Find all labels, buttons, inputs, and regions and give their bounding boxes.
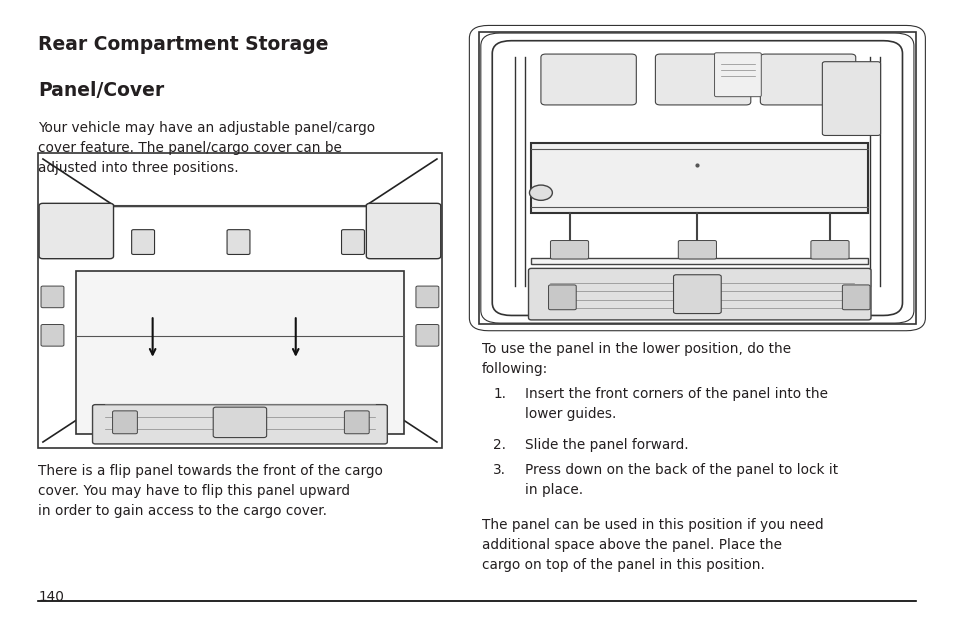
Text: Press down on the back of the panel to lock it
in place.: Press down on the back of the panel to l… <box>524 463 837 497</box>
Bar <box>478 32 915 324</box>
FancyBboxPatch shape <box>760 54 855 105</box>
FancyBboxPatch shape <box>132 230 154 254</box>
Bar <box>76 271 403 434</box>
FancyBboxPatch shape <box>548 285 576 310</box>
FancyBboxPatch shape <box>841 285 869 310</box>
Text: 2.: 2. <box>493 438 506 452</box>
Circle shape <box>529 185 552 200</box>
FancyBboxPatch shape <box>678 240 716 259</box>
Text: 3.: 3. <box>493 463 506 477</box>
Text: 140: 140 <box>38 590 64 604</box>
Text: The panel can be used in this position if you need
additional space above the pa: The panel can be used in this position i… <box>481 518 822 572</box>
FancyBboxPatch shape <box>112 411 137 434</box>
FancyBboxPatch shape <box>227 230 250 254</box>
FancyBboxPatch shape <box>810 240 848 259</box>
FancyBboxPatch shape <box>41 324 64 346</box>
FancyBboxPatch shape <box>528 268 870 320</box>
Text: Your vehicle may have an adjustable panel/cargo
cover feature. The panel/cargo c: Your vehicle may have an adjustable pane… <box>38 121 375 175</box>
Bar <box>38 153 441 448</box>
Text: Rear Compartment Storage: Rear Compartment Storage <box>38 35 329 54</box>
FancyBboxPatch shape <box>416 286 438 308</box>
Text: There is a flip panel towards the front of the cargo
cover. You may have to flip: There is a flip panel towards the front … <box>38 464 383 518</box>
FancyBboxPatch shape <box>714 53 760 97</box>
FancyBboxPatch shape <box>416 324 438 346</box>
FancyBboxPatch shape <box>92 404 387 444</box>
FancyBboxPatch shape <box>344 411 369 434</box>
FancyBboxPatch shape <box>821 62 880 135</box>
FancyBboxPatch shape <box>550 240 588 259</box>
Text: Panel/Cover: Panel/Cover <box>38 81 164 100</box>
FancyBboxPatch shape <box>39 204 113 259</box>
FancyBboxPatch shape <box>341 230 364 254</box>
FancyBboxPatch shape <box>366 204 440 259</box>
FancyBboxPatch shape <box>213 407 266 438</box>
Bar <box>531 258 867 264</box>
Text: To use the panel in the lower position, do the
following:: To use the panel in the lower position, … <box>481 342 790 377</box>
Text: Insert the front corners of the panel into the
lower guides.: Insert the front corners of the panel in… <box>524 387 827 421</box>
FancyBboxPatch shape <box>673 275 720 314</box>
Text: 1.: 1. <box>493 387 506 401</box>
Text: Slide the panel forward.: Slide the panel forward. <box>524 438 688 452</box>
Bar <box>531 143 867 213</box>
FancyBboxPatch shape <box>41 286 64 308</box>
FancyBboxPatch shape <box>540 54 636 105</box>
FancyBboxPatch shape <box>655 54 750 105</box>
